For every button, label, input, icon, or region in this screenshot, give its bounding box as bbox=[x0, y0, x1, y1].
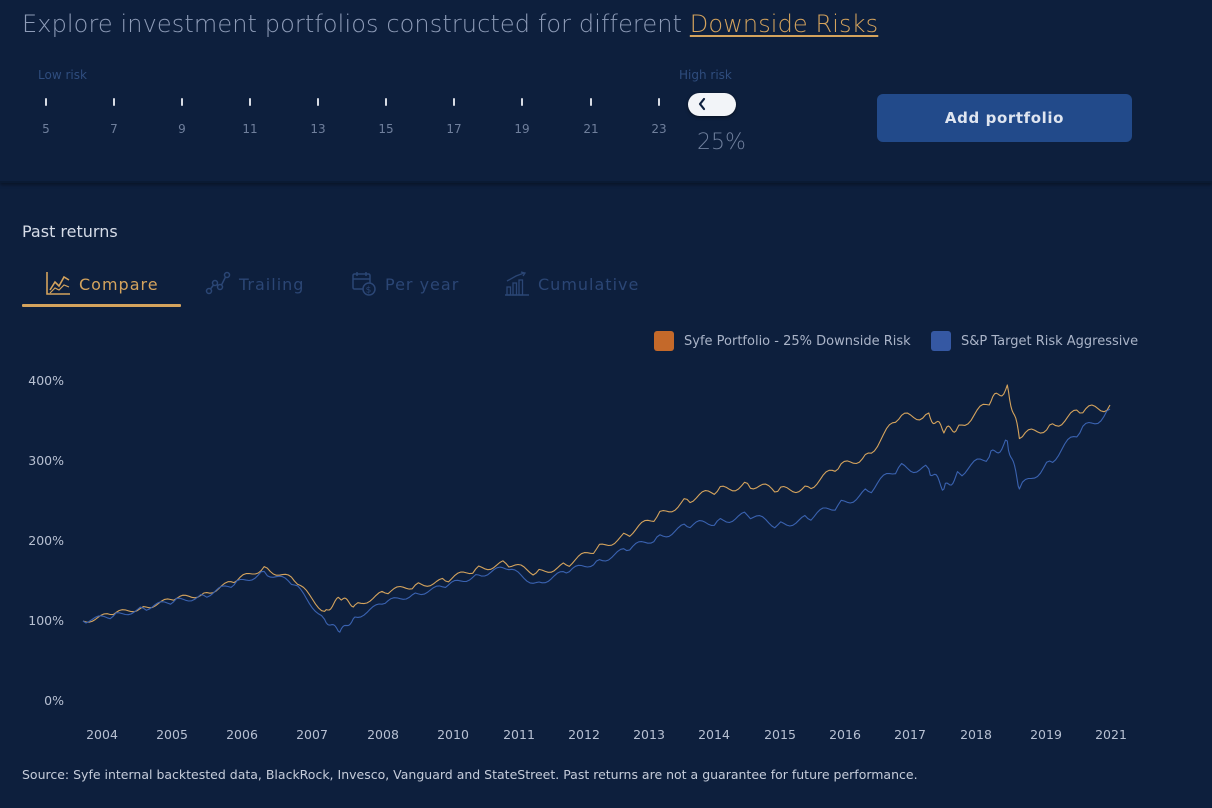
tab-trailing[interactable]: Trailing bbox=[205, 270, 304, 308]
tab-label: Cumulative bbox=[538, 275, 640, 294]
slider-tick[interactable] bbox=[658, 98, 660, 106]
selected-risk-value: 25% bbox=[697, 130, 746, 155]
slider-tick[interactable] bbox=[521, 98, 523, 106]
line-chart-icon bbox=[45, 270, 71, 296]
slider-tick[interactable] bbox=[385, 98, 387, 106]
trend-nodes-icon bbox=[205, 270, 231, 296]
active-tab-indicator bbox=[22, 304, 181, 307]
x-tick-label: 2004 bbox=[86, 727, 118, 742]
slider-handle[interactable] bbox=[688, 93, 736, 116]
x-tick-label: 2013 bbox=[633, 727, 665, 742]
x-tick-label: 2005 bbox=[156, 727, 188, 742]
slider-tick-label: 11 bbox=[242, 122, 258, 136]
legend-swatch-sp bbox=[931, 331, 951, 351]
x-tick-label: 2019 bbox=[1030, 727, 1062, 742]
x-tick-label: 2021 bbox=[1095, 727, 1127, 742]
x-tick-label: 2008 bbox=[367, 727, 399, 742]
tab-label: Trailing bbox=[239, 275, 305, 294]
tab-cumulative[interactable]: Cumulative bbox=[504, 270, 639, 308]
x-tick-label: 2016 bbox=[829, 727, 861, 742]
tab-compare[interactable]: Compare bbox=[45, 270, 159, 308]
tab-label: Per year bbox=[385, 275, 460, 294]
slider-tick[interactable] bbox=[249, 98, 251, 106]
slider-tick-label: 7 bbox=[110, 122, 118, 136]
legend-label: S&P Target Risk Aggressive bbox=[961, 333, 1139, 349]
x-tick-label: 2010 bbox=[437, 727, 469, 742]
slider-tick-label: 5 bbox=[42, 122, 50, 136]
slider-tick-label: 19 bbox=[514, 122, 530, 136]
legend-label: Syfe Portfolio - 25% Downside Risk bbox=[684, 333, 911, 349]
x-tick-label: 2017 bbox=[894, 727, 926, 742]
slider-tick[interactable] bbox=[45, 98, 47, 106]
slider-tick[interactable] bbox=[453, 98, 455, 106]
series-line-syfe[interactable] bbox=[82, 384, 1111, 623]
x-tick-label: 2007 bbox=[296, 727, 328, 742]
slider-tick-label: 15 bbox=[378, 122, 394, 136]
slider-tick-label: 13 bbox=[310, 122, 326, 136]
slider-tick[interactable] bbox=[113, 98, 115, 106]
headline-prefix: Explore investment portfolios constructe… bbox=[22, 10, 683, 38]
legend-item-syfe[interactable]: Syfe Portfolio - 25% Downside Risk bbox=[654, 331, 911, 351]
y-tick-label: 400% bbox=[28, 373, 64, 388]
page-headline: Explore investment portfolios constructe… bbox=[22, 10, 878, 38]
x-tick-label: 2011 bbox=[503, 727, 535, 742]
calendar-dollar-icon: $ bbox=[351, 270, 377, 296]
downside-risks-link[interactable]: Downside Risks bbox=[689, 10, 879, 38]
y-tick-label: 300% bbox=[28, 453, 64, 468]
tab-label: Compare bbox=[79, 275, 159, 294]
bar-growth-icon bbox=[504, 270, 530, 296]
slider-tick-label: 9 bbox=[178, 122, 186, 136]
slider-tick-label: 23 bbox=[651, 122, 667, 136]
portfolio-selector-panel: Explore investment portfolios constructe… bbox=[0, 0, 1212, 183]
slider-tick[interactable] bbox=[181, 98, 183, 106]
y-tick-label: 100% bbox=[28, 613, 64, 628]
x-tick-label: 2015 bbox=[764, 727, 796, 742]
legend-swatch-syfe bbox=[654, 331, 674, 351]
slider-tick-label: 17 bbox=[446, 122, 462, 136]
legend-item-sp[interactable]: S&P Target Risk Aggressive bbox=[931, 331, 1138, 351]
slider-tick-label: 21 bbox=[583, 122, 599, 136]
source-note: Source: Syfe internal backtested data, B… bbox=[22, 767, 918, 782]
chevron-left-icon bbox=[697, 97, 707, 115]
x-tick-label: 2014 bbox=[698, 727, 730, 742]
section-title: Past returns bbox=[22, 222, 118, 241]
series-line-sp[interactable] bbox=[82, 408, 1111, 633]
y-tick-label: 0% bbox=[44, 693, 64, 708]
tab-per-year[interactable]: $ Per year bbox=[351, 270, 459, 308]
slider-tick[interactable] bbox=[590, 98, 592, 106]
svg-text:$: $ bbox=[366, 286, 373, 296]
x-tick-label: 2018 bbox=[960, 727, 992, 742]
add-portfolio-button[interactable]: Add portfolio bbox=[877, 94, 1132, 142]
y-tick-label: 200% bbox=[28, 533, 64, 548]
slider-tick[interactable] bbox=[317, 98, 319, 106]
x-tick-label: 2006 bbox=[226, 727, 258, 742]
high-risk-label: High risk bbox=[679, 68, 732, 82]
low-risk-label: Low risk bbox=[38, 68, 87, 82]
x-tick-label: 2012 bbox=[568, 727, 600, 742]
past-returns-chart: 0% 100% 200% 300% 400% 2004 2005 2006 2007 2008 20… bbox=[28, 373, 1127, 742]
